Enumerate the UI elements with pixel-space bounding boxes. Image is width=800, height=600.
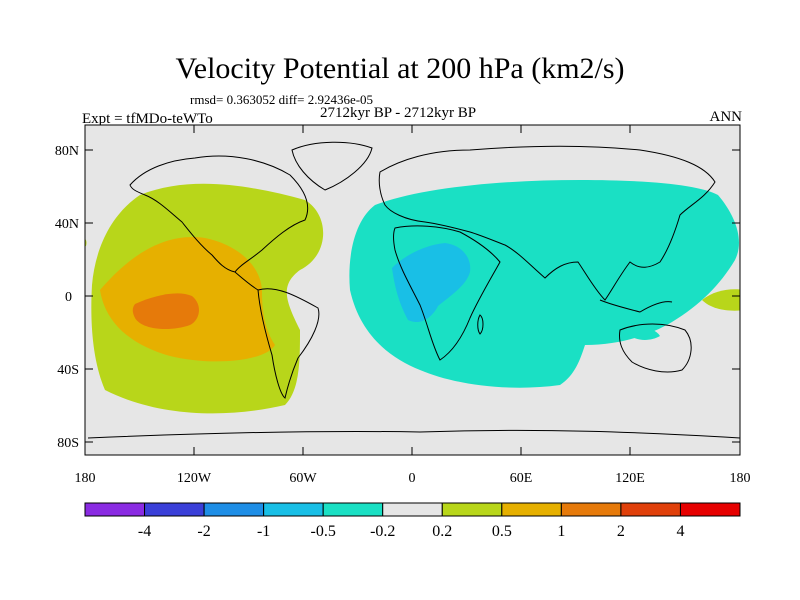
colorbar-swatch bbox=[263, 502, 324, 517]
colorbar-swatch bbox=[441, 502, 503, 517]
period-line: 2712kyr BP - 2712kyr BP bbox=[320, 105, 477, 121]
lon-tick-label-60w: 60W bbox=[289, 471, 317, 486]
lat-tick-label-40s: 40S bbox=[57, 363, 79, 378]
colorbar-swatch bbox=[560, 502, 622, 517]
stats-line: rmsd= 0.363052 diff= 2.92436e-05 bbox=[190, 92, 374, 107]
lat-ticks bbox=[85, 149, 740, 443]
lon-tick-label-0: 0 bbox=[409, 471, 416, 486]
colorbar-label: 4 bbox=[676, 523, 684, 540]
coastline-antarctica bbox=[87, 429, 740, 439]
coastline-southeast-asia bbox=[599, 299, 673, 313]
colorbar-swatch bbox=[620, 502, 681, 517]
coastline-europe-asia bbox=[378, 145, 716, 301]
lat-tick-label-80s: 80S bbox=[57, 436, 79, 451]
contour-positive-strong bbox=[132, 293, 199, 330]
colorbar-swatch bbox=[501, 502, 562, 517]
colorbar-label: -0.5 bbox=[311, 523, 336, 540]
season-label: ANN bbox=[709, 109, 743, 125]
colorbar-label: 2 bbox=[617, 523, 625, 540]
lon-tick-label-180w: 180 bbox=[75, 471, 96, 486]
colorbar-label: -0.2 bbox=[370, 523, 395, 540]
colorbar-swatch bbox=[382, 502, 443, 517]
coastline-central-america bbox=[234, 271, 259, 291]
lon-tick-label-180e: 180 bbox=[730, 471, 751, 486]
colorbar-label: -1 bbox=[257, 523, 270, 540]
colorbar-label: 0.5 bbox=[492, 523, 512, 540]
contour-negative-weak-australia bbox=[625, 327, 660, 340]
coastline-australia bbox=[619, 323, 692, 373]
contour-negative-mid bbox=[392, 243, 471, 323]
colorbar-label: 0.2 bbox=[432, 523, 452, 540]
lat-tick-label-0: 0 bbox=[65, 290, 72, 305]
lon-tick-label-60e: 60E bbox=[510, 471, 533, 486]
colorbar-label: -4 bbox=[138, 523, 151, 540]
colorbar-swatch bbox=[84, 502, 146, 517]
coastlines bbox=[87, 141, 740, 439]
colorbar: -4 -2 -1 -0.5 -0.2 0.2 0.5 1 2 4 bbox=[84, 502, 741, 540]
coastline-north-america bbox=[129, 155, 309, 273]
coastline-greenland bbox=[291, 141, 373, 191]
colorbar-swatch bbox=[144, 502, 205, 517]
colorbar-label: 1 bbox=[557, 523, 565, 540]
lon-tick-label-120e: 120E bbox=[615, 471, 645, 486]
map-panel bbox=[85, 125, 740, 455]
colorbar-swatch bbox=[322, 502, 384, 517]
colorbar-swatch bbox=[679, 502, 741, 517]
coastline-madagascar bbox=[477, 314, 484, 335]
lat-tick-label-40n: 40N bbox=[55, 217, 79, 232]
colorbar-swatch bbox=[203, 502, 265, 517]
plot-title: Velocity Potential at 200 hPa (km2/s) bbox=[175, 52, 625, 85]
lat-tick-label-80n: 80N bbox=[55, 144, 79, 159]
contour-positive-weak-west-pacific bbox=[702, 289, 740, 311]
coastline-south-america bbox=[257, 288, 320, 399]
lon-ticks bbox=[193, 125, 631, 455]
coastline-africa bbox=[393, 225, 501, 361]
lon-tick-label-120w: 120W bbox=[177, 471, 212, 486]
colorbar-label: -2 bbox=[197, 523, 210, 540]
experiment-label: Expt = tfMDo-teWTo bbox=[82, 111, 213, 127]
